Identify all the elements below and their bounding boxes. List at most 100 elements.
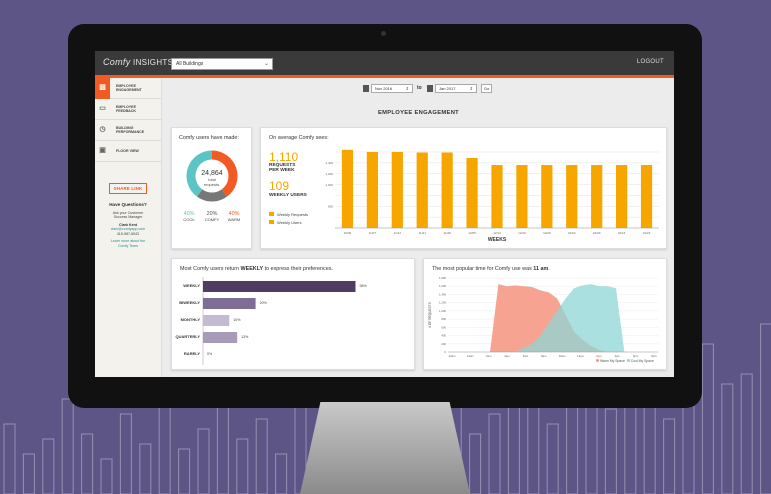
donut-center-value: 24,864: [201, 170, 223, 177]
skyline-bar: [469, 433, 482, 494]
category-label: RARELY: [184, 351, 200, 356]
calendar-icon[interactable]: [427, 85, 433, 92]
donut-slice-cool: [186, 150, 213, 197]
skyline-bar: [139, 443, 152, 494]
date-to-select[interactable]: Jan 2017 ⇕: [435, 84, 477, 93]
donut-legend-label: WARM: [228, 217, 241, 222]
x-tick-label: 4am: [504, 354, 510, 358]
x-tick-label: 6am: [523, 354, 529, 358]
popular-time-card: The most popular time for Comfy use was …: [423, 258, 667, 370]
skyline-bar: [42, 438, 55, 494]
requests-per-week-value: 1,110: [269, 150, 299, 164]
sidebar-item-employee-engagement[interactable]: ▥ EMPLOYEE ENGAGEMENT: [95, 77, 161, 99]
bar: [516, 165, 528, 228]
weekly-users-value: 109: [269, 179, 290, 193]
skyline-bar: [61, 398, 74, 494]
y-tick-label: 600: [328, 204, 333, 208]
hourly-area-chart: 0 200 400 600 800 1,000 1,200 1,400 1,600 1,800 # …: [428, 276, 658, 358]
contact-email-link[interactable]: clark@comfyapp.com: [110, 227, 146, 231]
x-tick-label: 12/05: [468, 231, 476, 235]
skyline-bar: [22, 453, 35, 494]
help-contact: Have Questions? Ask your Customer Succes…: [95, 202, 161, 248]
learn-more-link[interactable]: Learn more about the Comfy Team: [110, 239, 146, 248]
donut-card-title: Comfy users have made:: [179, 135, 239, 141]
building-select[interactable]: All Buildings ⌄: [171, 58, 273, 70]
weekly-requests-card: On average Comfy sees: 1,110 REQUESTS PER…: [260, 127, 667, 249]
donut-slice-warm: [211, 150, 238, 197]
chevron-down-icon: ⌄: [263, 61, 269, 67]
sidebar: ▥ EMPLOYEE ENGAGEMENT ▭ EMPLOYEE FEEDBACK …: [95, 77, 162, 377]
y-tick-label: 1,400: [325, 161, 333, 165]
x-tick-label: 12/26: [543, 231, 551, 235]
logout-button[interactable]: LOGOUT: [636, 59, 664, 65]
frequency-bar-chart: WEEKLY 58% BIWEEKLY 20% MONTHLY 10% QUARTERLY 1…: [175, 277, 367, 365]
requests-per-week-label: REQUESTS PER WEEK: [269, 163, 296, 174]
skyline-bar: [236, 438, 249, 494]
value-label: 13%: [241, 335, 249, 339]
app-logo[interactable]: Comfy INSIGHTS: [103, 57, 174, 67]
x-tick-label: 12am: [467, 354, 475, 358]
monitor-stand: [300, 402, 470, 494]
category-label: WEEKLY: [183, 283, 200, 288]
y-tick-label: 1,600: [439, 284, 446, 288]
skyline-bar: [119, 413, 132, 494]
bar: [203, 315, 230, 326]
skyline-bar: [721, 383, 734, 494]
y-tick-label: 1,000: [439, 309, 446, 313]
x-tick-label: 10am: [449, 354, 457, 358]
x-tick-label: 8pm: [651, 354, 657, 358]
bar: [366, 152, 378, 228]
go-button[interactable]: Go: [481, 84, 492, 93]
legend-swatch: [596, 359, 599, 362]
requests-donut-card: Comfy users have made: 24,864 total reques…: [171, 127, 252, 249]
donut-center-label: requests.: [204, 182, 220, 187]
skyline-bar: [682, 398, 695, 494]
bar: [341, 149, 354, 228]
x-tick-label: 01/02: [568, 231, 576, 235]
y-axis-label: # OF REQUESTS: [428, 302, 432, 328]
legend-weekly-users: Weekly Users: [269, 220, 302, 225]
return-frequency-card: Most Comfy users return WEEKLY to expres…: [171, 258, 415, 370]
sidebar-item-building-performance[interactable]: ◷ BUILDING PERFORMANCE: [95, 120, 161, 141]
bar: [203, 332, 238, 343]
donut-legend-label: COOL: [183, 217, 195, 222]
sidebar-item-floor-view[interactable]: ▣ FLOOR VIEW: [95, 141, 161, 162]
x-tick-label: 12/19: [518, 231, 526, 235]
calendar-icon[interactable]: [363, 85, 369, 92]
value-label: 20%: [260, 301, 268, 305]
time-card-title: The most popular time for Comfy use was …: [432, 266, 550, 272]
gauge-icon: ◷: [99, 125, 106, 133]
accent-line: [95, 75, 674, 78]
category-label: QUARTERLY: [175, 334, 200, 339]
legend-swatch: [269, 220, 274, 224]
bar: [441, 152, 453, 228]
y-tick-label: 200: [441, 342, 446, 346]
bar: [203, 281, 356, 292]
camera-dot: [381, 31, 386, 36]
x-tick-label: 01/09: [593, 231, 601, 235]
skyline-bar: [197, 428, 210, 494]
skyline-bar: [216, 403, 229, 494]
category-label: BIWEEKLY: [179, 300, 200, 305]
skyline-bar: [100, 458, 113, 494]
share-link-button[interactable]: SHARE LINK: [109, 183, 147, 194]
y-tick-label: 1,200: [325, 172, 333, 176]
y-tick-label: 400: [441, 334, 446, 338]
x-tick-label: 12pm: [577, 354, 585, 358]
bar: [591, 165, 603, 228]
category-label: MONTHLY: [181, 317, 201, 322]
donut-legend-label: COMFY: [205, 217, 220, 222]
x-tick-label: 10am: [559, 354, 567, 358]
x-tick-label: 01/16: [618, 231, 626, 235]
skyline-bar: [488, 413, 501, 494]
x-tick-label: 12/12: [493, 231, 501, 235]
date-to-label: to: [417, 85, 422, 91]
skyline-bar: [663, 418, 676, 494]
x-tick-label: 10/30: [344, 231, 352, 235]
skyline-bar: [527, 398, 540, 494]
top-bar: Comfy INSIGHTS All Buildings ⌄ LOGOUT: [95, 51, 674, 75]
sidebar-item-employee-feedback[interactable]: ▭ EMPLOYEE FEEDBACK: [95, 99, 161, 120]
date-from-select[interactable]: Nov 2016 ⇕: [371, 84, 413, 93]
area-chart-legend: Warm My Space Cool My Space: [596, 359, 654, 363]
floor-plan-icon: ▣: [99, 146, 106, 154]
